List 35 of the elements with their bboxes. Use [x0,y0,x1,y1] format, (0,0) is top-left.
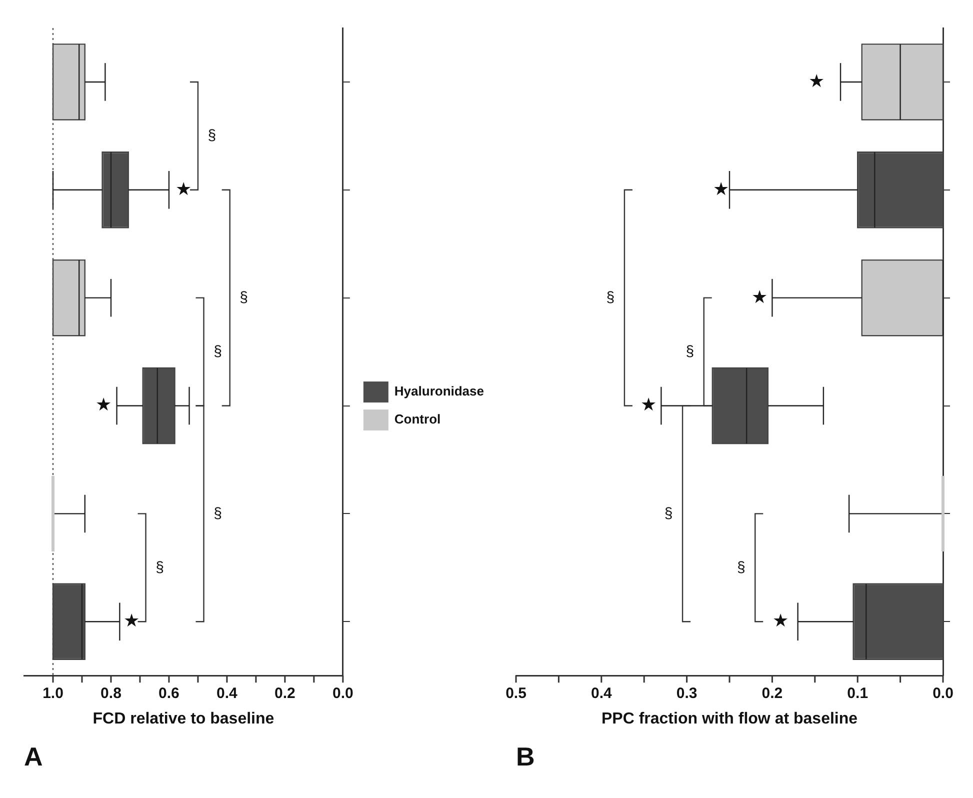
x-tick-label: 0.8 [100,685,122,702]
x-tick-label: 0.4 [216,685,238,702]
legend-label: Control [394,412,441,427]
annotation: § [736,558,746,576]
annotation: § [606,288,615,306]
legend-label: Hyaluronidase [394,384,484,399]
annotation: § [664,504,673,522]
annotation: § [214,342,222,360]
x-tick-label: 0.2 [762,685,783,702]
annotation: § [208,127,216,144]
annotation: § [686,342,694,360]
annotation: ★ [808,70,825,91]
text: B [516,742,535,772]
x-tick-label: 0.5 [506,685,526,702]
x-axis-title: PPC fraction with flow at baseline [601,710,858,728]
x-tick-label: 0.3 [676,685,698,702]
annotation: ★ [772,610,789,631]
x-tick-label: 0.0 [332,685,354,702]
x-tick-label: 0.0 [932,685,954,702]
x-tick-label: 0.1 [847,685,868,702]
annotation: ★ [96,394,112,415]
text: A [24,742,43,772]
annotation: § [214,504,222,522]
x-tick-label: 1.0 [42,685,64,702]
x-axis-title: FCD relative to baseline [92,710,274,728]
annotation: ★ [123,610,140,631]
annotation: ★ [640,394,656,415]
annotation: ★ [751,286,768,307]
x-tick-label: 0.2 [274,685,296,702]
x-tick-label: 0.4 [590,685,612,702]
annotation: ★ [175,178,192,199]
x-tick-label: 0.6 [158,685,180,702]
annotation: § [156,558,164,576]
annotation: § [240,288,248,306]
annotation: ★ [712,178,729,199]
